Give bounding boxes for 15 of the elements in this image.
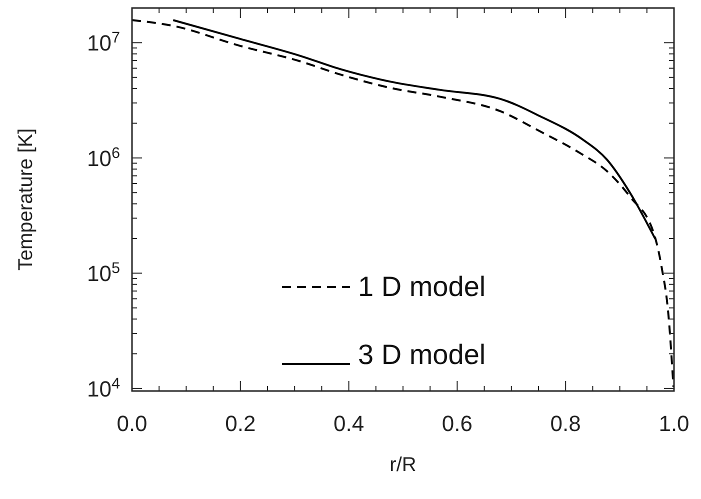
y-tick-label: 10$^{5}$ bbox=[86, 260, 120, 286]
y-axis-title: Temperature [K] bbox=[15, 128, 37, 271]
x-tick-label: 0.0 bbox=[116, 411, 148, 436]
y-tick-label: 10$^{7}$ bbox=[86, 29, 120, 56]
x-tick-label: 0.8 bbox=[550, 411, 581, 436]
y-tick-label: 10$^{4}$ bbox=[86, 374, 120, 402]
legend-label: 3 D model bbox=[358, 339, 486, 370]
legend-label: 1 D model bbox=[358, 271, 486, 302]
x-tick-label: 0.2 bbox=[225, 411, 256, 436]
y-tick-label: 10$^{6}$ bbox=[86, 144, 120, 171]
x-tick-label: 0.6 bbox=[442, 411, 472, 436]
x-axis-title: r/R bbox=[390, 454, 416, 476]
x-tick-label: 1.0 bbox=[658, 411, 690, 436]
x-tick-label: 0.4 bbox=[334, 411, 364, 436]
line-series bbox=[132, 19, 674, 388]
